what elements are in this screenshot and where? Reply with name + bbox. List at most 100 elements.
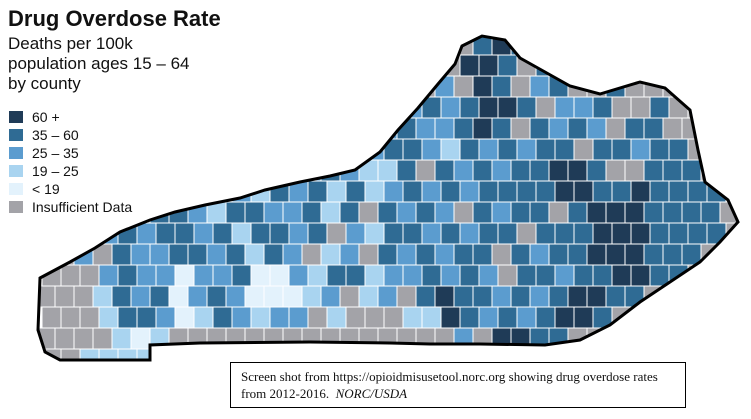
county	[681, 201, 702, 224]
county	[649, 54, 670, 77]
county	[662, 327, 683, 350]
county	[231, 138, 252, 161]
county	[630, 180, 651, 203]
county	[453, 201, 474, 224]
county	[529, 75, 550, 98]
county	[529, 243, 550, 266]
county	[174, 96, 195, 119]
county	[396, 36, 417, 56]
county	[586, 159, 607, 182]
county	[212, 138, 233, 161]
county	[364, 96, 385, 119]
county	[244, 243, 265, 266]
county	[168, 117, 189, 140]
county	[383, 306, 404, 329]
county	[668, 54, 689, 77]
county	[339, 117, 360, 140]
county	[92, 327, 113, 350]
county	[111, 327, 132, 350]
county	[497, 138, 518, 161]
county	[307, 138, 328, 161]
county	[345, 222, 366, 245]
county	[307, 222, 328, 245]
county	[453, 327, 474, 350]
county	[383, 222, 404, 245]
county	[662, 36, 683, 56]
county	[339, 327, 360, 350]
county	[377, 285, 398, 308]
county	[548, 36, 569, 56]
county	[415, 159, 436, 182]
county	[168, 159, 189, 182]
county	[440, 306, 461, 329]
county	[155, 306, 176, 329]
county	[491, 159, 512, 182]
legend-label: < 19	[32, 181, 60, 197]
county	[624, 117, 645, 140]
county	[79, 222, 100, 245]
county	[130, 243, 151, 266]
county	[320, 75, 341, 98]
legend-swatch	[8, 164, 24, 178]
county	[624, 159, 645, 182]
county	[554, 306, 575, 329]
county	[358, 75, 379, 98]
county	[244, 327, 265, 350]
county	[548, 285, 569, 308]
county	[611, 264, 632, 287]
county	[269, 138, 290, 161]
county	[402, 264, 423, 287]
county	[681, 327, 702, 350]
county	[244, 117, 265, 140]
county	[719, 159, 738, 182]
county	[649, 138, 670, 161]
county	[421, 264, 442, 287]
county	[719, 117, 738, 140]
county	[681, 75, 702, 98]
county	[263, 327, 284, 350]
county	[535, 180, 556, 203]
county	[155, 264, 176, 287]
county	[434, 327, 455, 350]
county	[212, 306, 233, 329]
county	[206, 159, 227, 182]
county	[700, 117, 721, 140]
county	[592, 96, 613, 119]
county	[706, 138, 727, 161]
county	[548, 243, 569, 266]
county	[529, 117, 550, 140]
county	[706, 348, 727, 360]
county	[225, 243, 246, 266]
county	[111, 285, 132, 308]
county	[624, 327, 645, 350]
county	[592, 54, 613, 77]
county	[605, 201, 626, 224]
county	[301, 327, 322, 350]
county	[535, 306, 556, 329]
county	[282, 285, 303, 308]
county	[307, 264, 328, 287]
county	[415, 75, 436, 98]
county	[548, 327, 569, 350]
county	[605, 327, 626, 350]
county	[263, 159, 284, 182]
county	[643, 159, 664, 182]
county	[472, 327, 493, 350]
county	[320, 285, 341, 308]
county	[472, 285, 493, 308]
county	[415, 201, 436, 224]
county	[605, 243, 626, 266]
county	[719, 243, 738, 266]
county	[358, 36, 379, 56]
county	[630, 96, 651, 119]
county	[307, 54, 328, 77]
county	[624, 285, 645, 308]
county	[250, 54, 271, 77]
county	[567, 243, 588, 266]
county	[706, 222, 727, 245]
county	[700, 36, 721, 56]
county	[168, 243, 189, 266]
county	[73, 327, 94, 350]
county	[415, 117, 436, 140]
county	[174, 138, 195, 161]
